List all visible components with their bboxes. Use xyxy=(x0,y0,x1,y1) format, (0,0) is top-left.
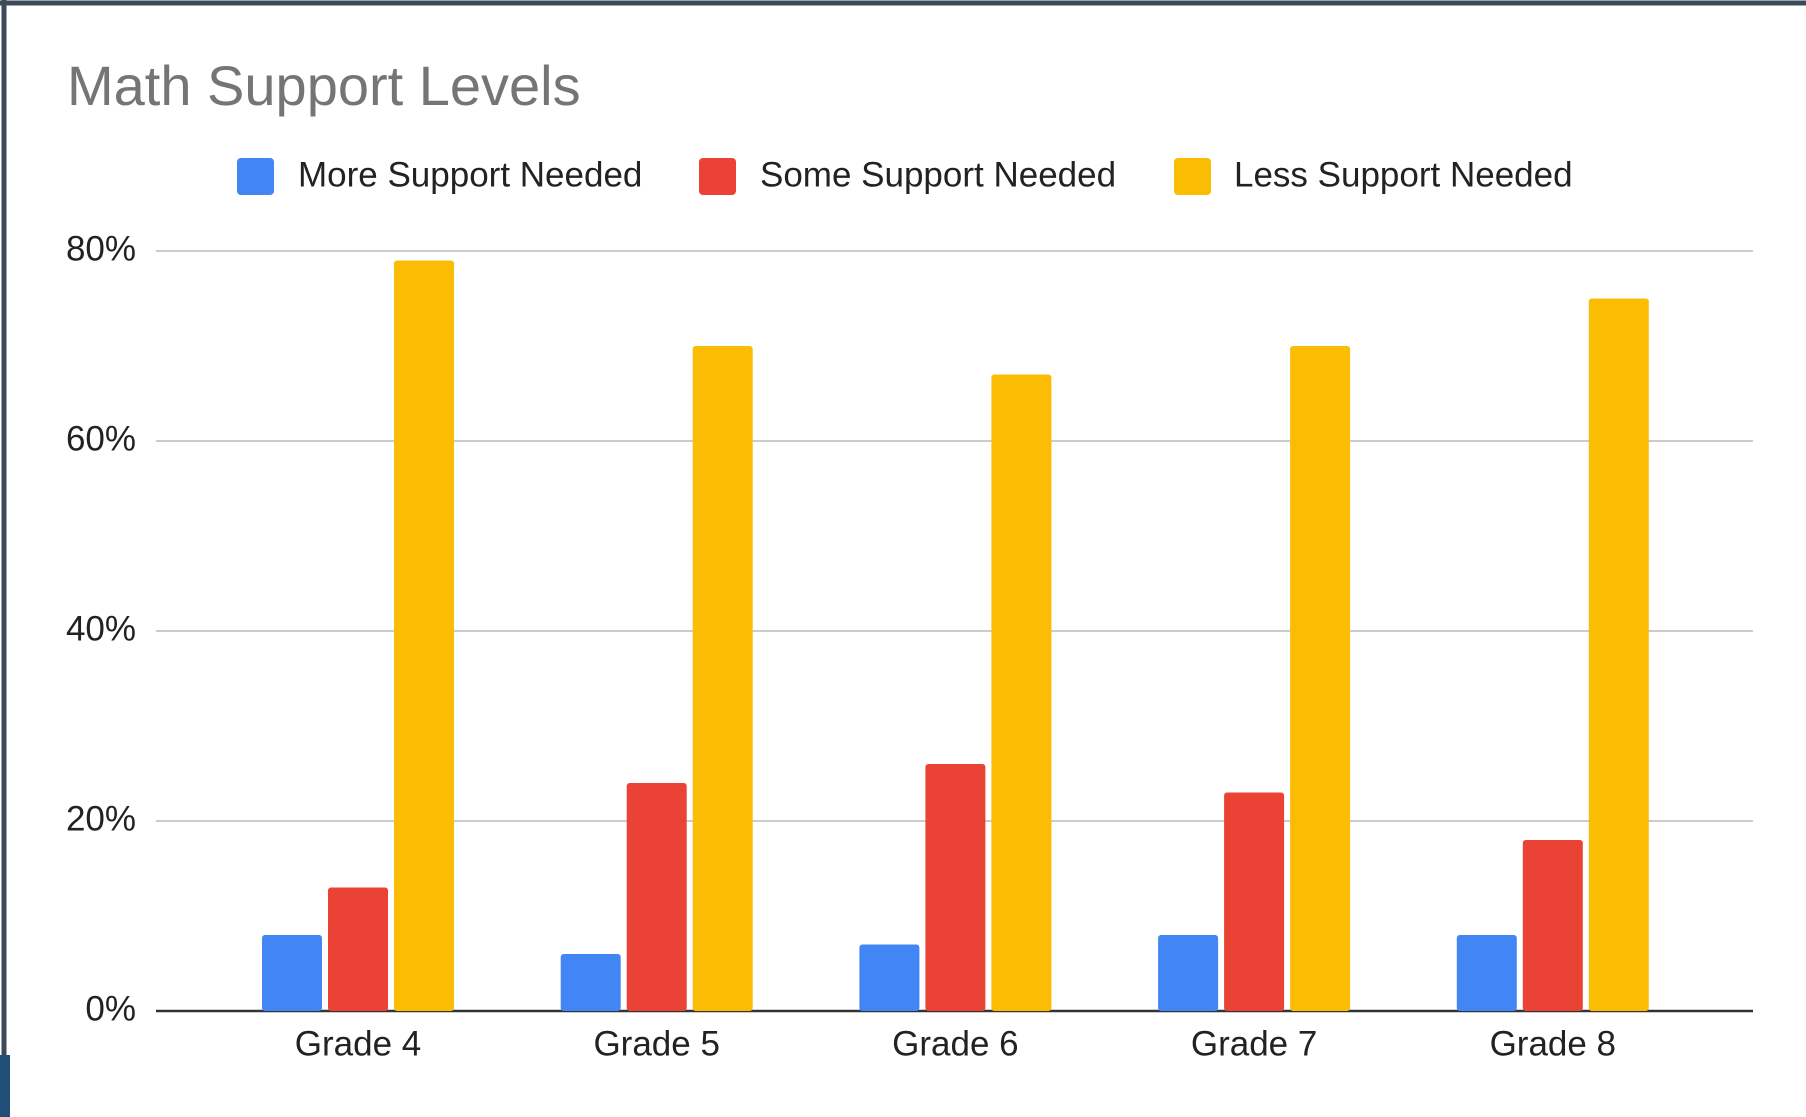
legend-swatch xyxy=(1174,158,1211,195)
x-tick-label: Grade 4 xyxy=(295,1024,421,1063)
legend-swatch xyxy=(237,158,274,195)
legend-label: Some Support Needed xyxy=(760,155,1116,194)
bar xyxy=(560,954,621,1011)
bar xyxy=(1224,792,1285,1011)
y-tick-label: 80% xyxy=(66,229,136,268)
x-tick-label: Grade 6 xyxy=(892,1024,1018,1063)
legend-swatch xyxy=(699,158,736,195)
bar xyxy=(991,374,1052,1011)
bar xyxy=(925,764,986,1011)
x-tick-label: Grade 7 xyxy=(1191,1024,1317,1063)
bar xyxy=(394,260,454,1011)
bar xyxy=(1588,298,1649,1011)
bar xyxy=(1290,346,1351,1011)
frame-corner xyxy=(0,1055,10,1117)
bar xyxy=(328,887,388,1011)
y-tick-label: 40% xyxy=(66,609,136,648)
y-tick-label: 60% xyxy=(66,419,136,458)
y-tick-label: 20% xyxy=(66,799,136,838)
bar xyxy=(692,346,753,1011)
legend-label: More Support Needed xyxy=(298,155,642,194)
x-tick-label: Grade 8 xyxy=(1490,1024,1616,1063)
x-tick-label: Grade 5 xyxy=(593,1024,719,1063)
legend-label: Less Support Needed xyxy=(1234,155,1573,194)
chart-title: Math Support Levels xyxy=(67,54,581,117)
bar xyxy=(626,783,687,1011)
bar xyxy=(1158,935,1219,1011)
bar xyxy=(262,935,322,1011)
bar xyxy=(1456,935,1517,1011)
y-tick-label: 0% xyxy=(85,989,136,1028)
bar xyxy=(1522,840,1583,1011)
bar xyxy=(859,944,920,1011)
